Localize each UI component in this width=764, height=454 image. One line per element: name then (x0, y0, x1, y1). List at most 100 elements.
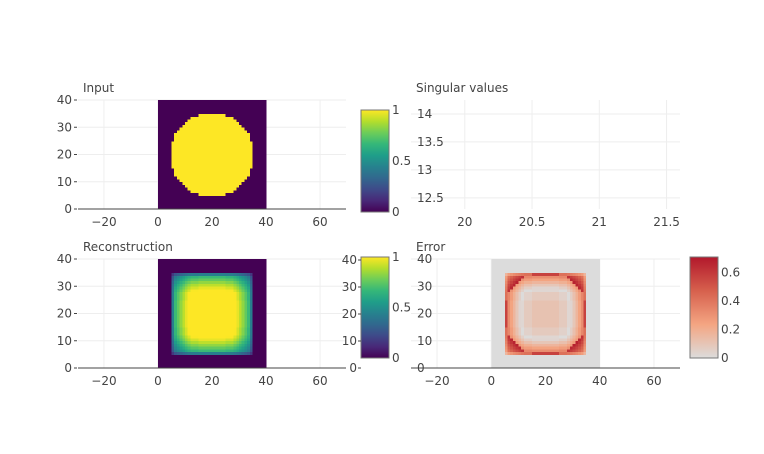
heatmap-cell (594, 302, 598, 306)
heatmap-cell (493, 267, 498, 271)
heatmap-cell (220, 138, 224, 142)
heatmap-cell (504, 327, 508, 331)
heatmap-cell (499, 343, 503, 347)
heatmap-cell (257, 297, 262, 301)
heatmap-cell (193, 346, 197, 350)
heatmap-cell (257, 327, 262, 331)
heatmap-cell (537, 299, 541, 303)
heatmap-cell (534, 332, 538, 336)
heatmap-cell (260, 359, 264, 363)
heatmap-cell (569, 324, 574, 328)
heatmap-cell (504, 313, 508, 317)
heatmap-cell (190, 348, 194, 353)
heatmap-cell (507, 324, 511, 328)
heatmap-cell (157, 310, 162, 314)
heatmap-cell (230, 140, 235, 144)
heatmap-cell (233, 100, 237, 104)
heatmap-cell (561, 365, 565, 369)
heatmap-cell (222, 149, 226, 153)
heatmap-cell (257, 143, 262, 147)
heatmap-cell (176, 189, 180, 194)
heatmap-cell (556, 348, 560, 353)
heatmap-cell (201, 343, 205, 347)
heatmap-cell (182, 354, 186, 358)
heatmap-cell (182, 343, 186, 347)
heatmap-cell (252, 151, 256, 155)
heatmap-cell (184, 192, 189, 196)
heatmap-cell (236, 267, 240, 271)
heatmap-cell (160, 264, 164, 268)
heatmap-cell (184, 189, 189, 194)
heatmap-cell (518, 278, 522, 282)
heatmap-cell (534, 302, 538, 306)
heatmap-cell (209, 113, 213, 117)
heatmap-cell (249, 200, 253, 204)
heatmap-cell (263, 278, 267, 282)
heatmap-cell (163, 362, 167, 366)
heatmap-cell (190, 329, 194, 333)
heatmap-cell (179, 132, 183, 136)
heatmap-cell (247, 105, 251, 109)
heatmap-cell (179, 140, 183, 144)
heatmap-cell (553, 338, 557, 342)
heatmap-cell (529, 305, 533, 309)
heatmap-cell (241, 119, 245, 123)
heatmap-cell (239, 340, 243, 344)
heatmap-cell (559, 348, 563, 353)
heatmap-cell (260, 340, 264, 344)
heatmap-cell (230, 299, 235, 303)
heatmap-cell (578, 261, 582, 265)
heatmap-cell (163, 318, 167, 323)
heatmap-cell (195, 321, 199, 325)
heatmap-cell (241, 294, 245, 298)
heatmap-cell (588, 283, 592, 287)
heatmap-cell (247, 272, 251, 276)
heatmap-cell (222, 299, 226, 303)
heatmap-cell (550, 264, 555, 268)
heatmap-cell (545, 261, 549, 265)
heatmap-cell (187, 318, 191, 323)
heatmap-cell (241, 359, 245, 363)
heatmap-cell (174, 138, 178, 142)
heatmap-cell (583, 335, 587, 339)
heatmap-cell (201, 121, 205, 125)
heatmap-cell (217, 140, 221, 144)
heatmap-cell (171, 195, 175, 199)
heatmap-cell (209, 187, 213, 191)
heatmap-cell (179, 294, 183, 298)
heatmap-cell (550, 354, 555, 358)
heatmap-cell (507, 267, 511, 271)
heatmap-cell (160, 116, 164, 120)
heatmap-cell (244, 135, 248, 139)
heatmap-cell (176, 269, 180, 274)
heatmap-cell (572, 261, 576, 265)
heatmap-cell (583, 288, 587, 293)
heatmap-cell (163, 102, 167, 106)
heatmap-cell (521, 261, 525, 265)
heatmap-cell (255, 154, 259, 158)
heatmap-cell (182, 359, 186, 363)
heatmap-cell (523, 299, 527, 303)
heatmap-cell (201, 264, 205, 268)
heatmap-cell (247, 318, 251, 323)
heatmap-cell (507, 294, 511, 298)
heatmap-cell (537, 259, 541, 263)
heatmap-cell (591, 318, 595, 323)
heatmap-cell (586, 338, 590, 342)
heatmap-cell (228, 335, 232, 339)
heatmap-cell (244, 278, 248, 282)
heatmap-cell (569, 362, 574, 366)
heatmap-cell (586, 346, 590, 350)
heatmap-cell (174, 294, 178, 298)
heatmap-cell (510, 357, 514, 361)
heatmap-cell (523, 275, 527, 279)
heatmap-cell (529, 365, 533, 369)
heatmap-cell (190, 359, 194, 363)
heatmap-cell (206, 129, 210, 134)
heatmap-cell (515, 332, 519, 336)
heatmap-cell (214, 100, 218, 104)
heatmap-cell (493, 354, 498, 358)
heatmap-cell (233, 310, 237, 314)
heatmap-cell (187, 192, 191, 196)
heatmap-cell (597, 305, 601, 309)
